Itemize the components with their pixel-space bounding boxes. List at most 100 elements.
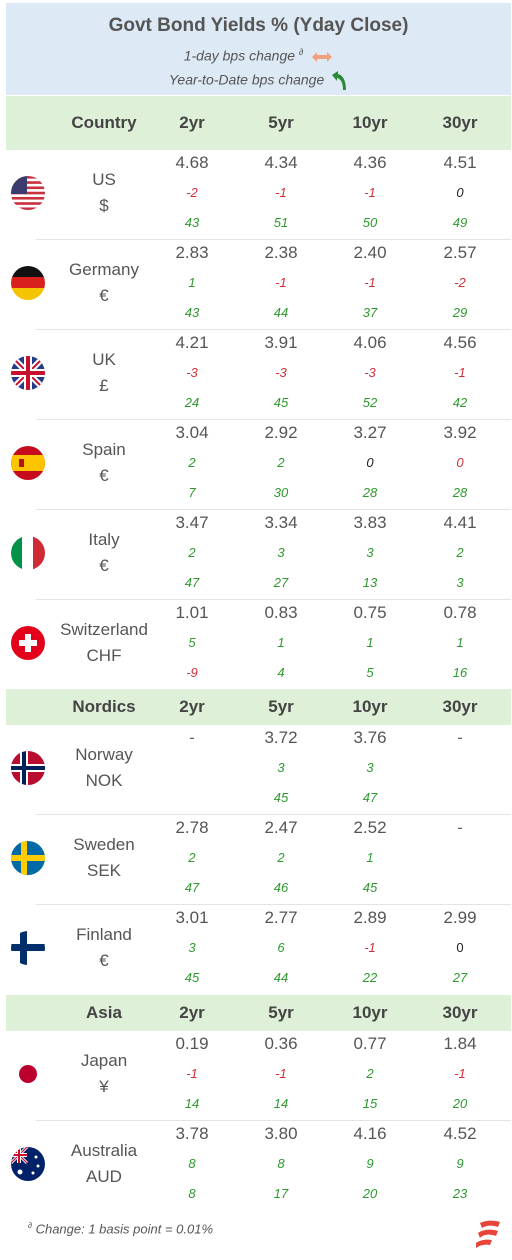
ytd-change: 28 (362, 485, 378, 500)
ytd-change: 15 (362, 1096, 378, 1111)
country-cell: Switzerland CHF (44, 617, 164, 669)
row-divider (36, 509, 511, 510)
section-label: Nordics (72, 697, 136, 716)
country-cell: Spain € (44, 437, 164, 489)
table-row: Sweden SEK 2.78 2 47 2.47 2 46 2.52 1 45 - (6, 815, 511, 905)
row-divider (36, 239, 511, 240)
ytd-change: 43 (184, 305, 200, 320)
table-row: Finland €3.01 3 45 2.77 6 44 2.89 -1 22 2.99 0 27 (6, 905, 511, 995)
table-row: Italy €3.47 2 47 3.34 3 27 3.83 3 13 4.41 2 3 (6, 510, 511, 600)
yield-value: 3.27 (353, 423, 387, 442)
yield-value: 0.83 (264, 603, 298, 622)
yield-value: - (457, 728, 463, 747)
ytd-change: 47 (184, 575, 200, 590)
table-row: Australia AUD 3.78 8 8 3.80 8 17 4.16 9 20 4.52 9 23 (6, 1121, 511, 1211)
yield-value: 2.47 (264, 818, 298, 837)
yield-value: 2.78 (175, 818, 209, 837)
daily-change: -1 (454, 365, 466, 380)
ytd-change: 28 (452, 485, 468, 500)
column-header: 2yr (179, 1003, 205, 1022)
yield-value: 2.92 (264, 423, 298, 442)
yield-value: 2.57 (443, 243, 477, 262)
daily-change: 0 (456, 940, 464, 955)
ytd-change: 30 (273, 485, 289, 500)
column-header: 5yr (268, 697, 294, 716)
country-cell: UK £ (44, 347, 164, 399)
yield-value: 2.40 (353, 243, 387, 262)
daily-change: 2 (188, 455, 196, 470)
daily-change: 1 (366, 850, 374, 865)
brand-logo-icon (476, 1220, 500, 1248)
column-header: 2yr (179, 113, 205, 132)
yield-value: 2.99 (443, 908, 477, 927)
daily-change: 3 (277, 545, 285, 560)
yield-value: 0.36 (264, 1034, 298, 1053)
country-cell: Australia AUD (44, 1138, 164, 1190)
column-header: 10yr (352, 697, 388, 716)
daily-change: -1 (454, 1066, 466, 1081)
daily-change: 9 (456, 1156, 464, 1171)
column-header: 10yr (352, 113, 388, 132)
currency-symbol: AUD (86, 1167, 122, 1186)
legend-daily-label: 1-day bps change (183, 47, 296, 64)
yield-value: 3.01 (175, 908, 209, 927)
ytd-change: 52 (362, 395, 378, 410)
legend-ytd-label: Year-to-Date bps change (168, 71, 325, 88)
yield-value: 2.83 (175, 243, 209, 262)
country-cell: Germany € (44, 257, 164, 309)
daily-change: 2 (456, 545, 464, 560)
column-header: 10yr (352, 1003, 388, 1022)
ytd-change: 45 (273, 395, 289, 410)
ytd-change: 46 (273, 880, 289, 895)
yield-value: 3.76 (353, 728, 387, 747)
ytd-change: 23 (452, 1186, 468, 1201)
yield-value: 0.75 (353, 603, 387, 622)
row-divider (36, 1120, 511, 1121)
country-cell: Italy € (44, 527, 164, 579)
daily-change: 1 (188, 275, 196, 290)
currency-symbol: € (99, 556, 109, 575)
daily-change: 3 (366, 545, 374, 560)
column-header: 30yr (442, 1003, 478, 1022)
orange-double-arrow-icon (312, 51, 333, 62)
yield-value: 3.80 (264, 1124, 298, 1143)
ytd-change: 29 (452, 305, 468, 320)
daily-change: 0 (456, 455, 464, 470)
page-title: Govt Bond Yields % (Yday Close) (108, 15, 409, 36)
country-name: Germany (69, 260, 139, 279)
australia-flag-icon (11, 1147, 45, 1181)
daily-change: 1 (277, 635, 285, 650)
daily-change: 1 (366, 635, 374, 650)
currency-symbol: € (99, 466, 109, 485)
country-name: Spain (82, 440, 126, 459)
table-row: Switzerland CHF 1.01 5 -9 0.83 1 4 0.75 1 5 0.78 1 16 (6, 600, 511, 690)
yield-value: 3.92 (443, 423, 477, 442)
daily-change: 0 (456, 185, 464, 200)
currency-symbol: SEK (86, 861, 122, 880)
table-row: Norway NOK - 3.72 3 45 3.76 3 47 - (6, 725, 511, 815)
daily-change: 8 (277, 1156, 285, 1171)
daily-change: -3 (275, 365, 287, 380)
yield-value: 3.78 (175, 1124, 209, 1143)
daily-change: 3 (277, 760, 285, 775)
yield-value: 0.19 (175, 1034, 209, 1053)
country-name: Italy (88, 530, 120, 549)
ytd-change: -9 (186, 665, 198, 680)
ytd-change: 7 (188, 485, 196, 500)
ytd-change: 47 (362, 790, 378, 805)
daily-change: -1 (364, 185, 376, 200)
daily-change: 3 (366, 760, 374, 775)
row-divider (36, 904, 511, 905)
ytd-change: 51 (273, 215, 289, 230)
table-row: Spain €3.04 2 7 2.92 2 30 3.27 0 28 3.92 0 28 (6, 420, 511, 510)
country-name: Finland (76, 925, 132, 944)
daily-change: 1 (456, 635, 464, 650)
yield-value: 2.89 (353, 908, 387, 927)
ytd-change: 27 (273, 575, 289, 590)
green-curved-arrow-icon (332, 71, 347, 90)
currency-symbol: € (99, 951, 109, 970)
daily-change: 8 (188, 1156, 196, 1171)
country-cell: US $ (44, 167, 164, 219)
yield-value: 0.78 (443, 603, 477, 622)
column-header: 30yr (442, 697, 478, 716)
